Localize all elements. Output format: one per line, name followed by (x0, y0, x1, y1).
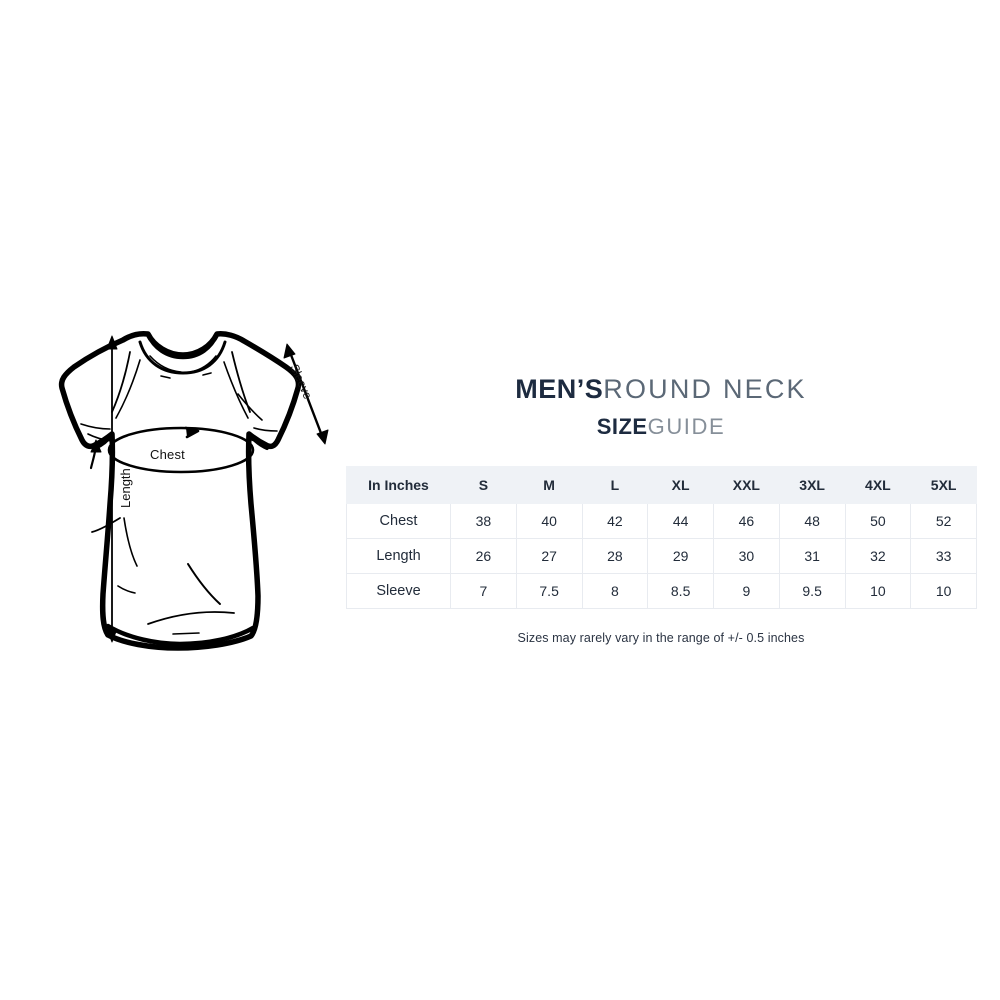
cell-sleeve-s: 7 (450, 573, 517, 609)
size-variance-note: Sizes may rarely vary in the range of +/… (517, 631, 805, 645)
cell-length-l: 28 (581, 538, 649, 574)
cell-sleeve-m: 7.5 (515, 573, 583, 609)
cell-chest-5xl: 52 (910, 503, 977, 539)
column-header-xl: XL (647, 466, 714, 504)
cell-length-4xl: 32 (844, 538, 912, 574)
page-title: MEN’SROUND NECK (346, 372, 976, 406)
page-subtitle: SIZEGUIDE (346, 412, 976, 442)
column-header-4xl: 4XL (844, 466, 912, 504)
cell-chest-4xl: 50 (844, 503, 912, 539)
table-header: In Inches S M L XL XXL 3XL 4XL 5XL (346, 466, 977, 504)
size-guide-panel: MEN’SROUND NECK SIZEGUIDE In Inches S M … (346, 372, 977, 645)
cell-length-xl: 29 (647, 538, 714, 574)
cell-chest-s: 38 (450, 503, 517, 539)
table-body: Chest 38 40 42 44 46 48 50 52 Length 26 … (346, 503, 977, 609)
cell-length-3xl: 31 (778, 538, 846, 574)
cell-chest-3xl: 48 (778, 503, 846, 539)
row-label-chest: Chest (346, 503, 451, 539)
title-bold-part: MEN’S (515, 374, 604, 404)
length-measure-label: Length (118, 468, 133, 508)
chest-measure-label: Chest (150, 447, 185, 462)
tshirt-illustration (28, 328, 368, 673)
table-row: Sleeve 7 7.5 8 8.5 9 9.5 10 10 (346, 573, 977, 609)
cell-length-5xl: 33 (910, 538, 977, 574)
subtitle-light-part: GUIDE (647, 414, 726, 439)
column-header-in-inches: In Inches (346, 466, 451, 504)
row-label-length: Length (346, 538, 451, 574)
subtitle-bold-part: SIZE (596, 414, 648, 439)
cell-sleeve-4xl: 10 (844, 573, 912, 609)
cell-length-m: 27 (515, 538, 583, 574)
cell-sleeve-5xl: 10 (910, 573, 977, 609)
table-header-row: In Inches S M L XL XXL 3XL 4XL 5XL (346, 466, 977, 504)
column-header-5xl: 5XL (910, 466, 977, 504)
column-header-l: L (581, 466, 649, 504)
table-row: Chest 38 40 42 44 46 48 50 52 (346, 503, 977, 539)
row-label-sleeve: Sleeve (346, 573, 451, 609)
column-header-s: S (450, 466, 517, 504)
table-row: Length 26 27 28 29 30 31 32 33 (346, 538, 977, 574)
title-light-part: ROUND NECK (603, 374, 807, 404)
cell-chest-m: 40 (515, 503, 583, 539)
cell-chest-l: 42 (581, 503, 649, 539)
column-header-xxl: XXL (713, 466, 780, 504)
cell-chest-xxl: 46 (713, 503, 780, 539)
cell-length-xxl: 30 (713, 538, 780, 574)
tshirt-diagram-icon (58, 331, 329, 651)
size-chart-table: In Inches S M L XL XXL 3XL 4XL 5XL Chest… (346, 466, 977, 609)
cell-sleeve-3xl: 9.5 (778, 573, 846, 609)
column-header-3xl: 3XL (778, 466, 846, 504)
cell-sleeve-xxl: 9 (713, 573, 780, 609)
cell-length-s: 26 (450, 538, 517, 574)
cell-sleeve-l: 8 (581, 573, 649, 609)
cell-chest-xl: 44 (647, 503, 714, 539)
column-header-m: M (515, 466, 583, 504)
cell-sleeve-xl: 8.5 (647, 573, 714, 609)
